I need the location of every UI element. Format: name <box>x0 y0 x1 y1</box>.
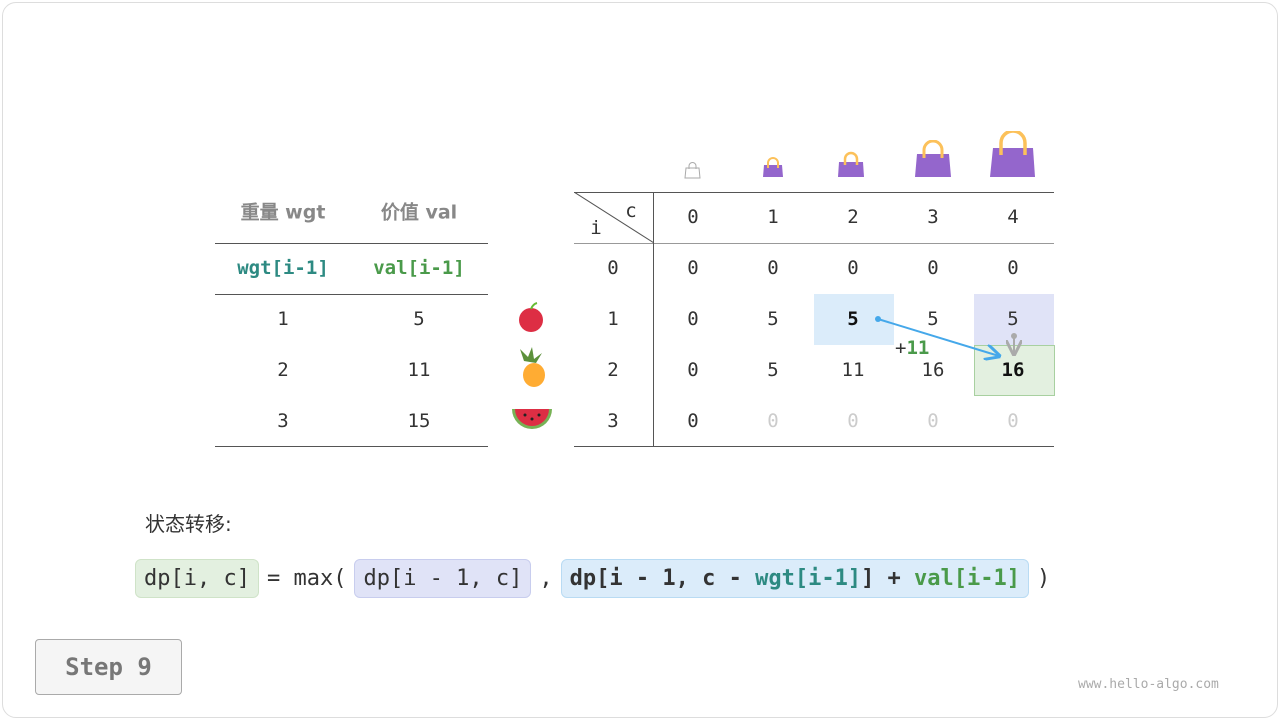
dp-cell: 0 <box>1007 410 1019 432</box>
item-weight: 2 <box>277 359 289 381</box>
formula-arg2-plus: ] + <box>861 566 915 591</box>
corner-i-label: i <box>590 217 602 239</box>
formula-lhs: dp[i, c] <box>135 559 259 598</box>
dp-cell: 0 <box>687 308 699 330</box>
formula-arg1: dp[i - 1, c] <box>354 559 532 598</box>
added-value: 11 <box>906 337 930 359</box>
transition-label: 状态转移: <box>145 512 232 536</box>
subheader-wgt: wgt[i-1] <box>237 257 329 279</box>
watermark: www.hello-algo.com <box>1078 677 1219 692</box>
formula-arg2-val: val[i-1] <box>914 566 1021 591</box>
row-label: 3 <box>607 410 619 432</box>
plus-sign: + <box>895 337 907 359</box>
capacity-header: 1 <box>767 206 779 228</box>
item-value: 11 <box>407 359 431 381</box>
row-label: 0 <box>607 257 619 279</box>
capacity-header: 3 <box>927 206 939 228</box>
bag-icon <box>838 151 864 177</box>
dp-cell: 16 <box>1001 359 1025 381</box>
corner-c-label: c <box>625 200 637 222</box>
dp-cell: 0 <box>847 257 859 279</box>
capacity-header: 4 <box>1007 206 1019 228</box>
bag-icon <box>763 157 783 177</box>
row-label: 1 <box>607 308 619 330</box>
item-weight: 1 <box>277 308 289 330</box>
dp-cell: 5 <box>767 308 779 330</box>
subheader-val: val[i-1] <box>373 257 465 279</box>
formula-comma: , <box>539 566 553 591</box>
item-value: 5 <box>413 308 425 330</box>
bag-icon <box>915 140 951 177</box>
corner-diagonal <box>574 192 654 244</box>
bag-empty-icon <box>684 162 701 179</box>
dp-cell: 5 <box>927 308 939 330</box>
dp-cell: 0 <box>927 257 939 279</box>
item-value: 15 <box>407 410 431 432</box>
formula-arg2-wgt: wgt[i-1] <box>755 566 862 591</box>
watermelon-icon <box>512 409 552 429</box>
header-value: 价值 val <box>380 201 458 224</box>
item-weight: 3 <box>277 410 289 432</box>
dp-cell: 0 <box>687 410 699 432</box>
dp-cell: 0 <box>927 410 939 432</box>
row-label: 2 <box>607 359 619 381</box>
dp-cell: 0 <box>687 359 699 381</box>
capacity-header: 0 <box>687 206 699 228</box>
dp-cell: 5 <box>847 308 859 330</box>
formula-arg2: dp[i - 1, c - wgt[i-1]] + val[i-1] <box>560 559 1030 598</box>
dp-cell: 0 <box>687 257 699 279</box>
dp-cell: 0 <box>767 410 779 432</box>
formula-arg2-dp: dp[i - 1, c - <box>569 566 756 591</box>
transition-formula: dp[i, c] = max( dp[i - 1, c] , dp[i - 1,… <box>135 559 1050 598</box>
dp-cell: 0 <box>767 257 779 279</box>
value-annotation: +11 <box>895 337 929 359</box>
bag-icon <box>990 131 1035 177</box>
dp-cell: 0 <box>847 410 859 432</box>
formula-close: ) <box>1037 566 1051 591</box>
dp-cell: 0 <box>1007 257 1019 279</box>
apple-icon <box>519 302 543 332</box>
pineapple-icon <box>520 347 545 387</box>
capacity-header: 2 <box>847 206 859 228</box>
step-button[interactable]: Step 9 <box>35 639 182 695</box>
dp-cell: 5 <box>1007 308 1019 330</box>
dp-cell: 16 <box>921 359 945 381</box>
dp-cell: 11 <box>841 359 865 381</box>
header-weight: 重量 wgt <box>240 201 326 224</box>
formula-max: = max( <box>266 566 347 591</box>
dp-cell: 5 <box>767 359 779 381</box>
